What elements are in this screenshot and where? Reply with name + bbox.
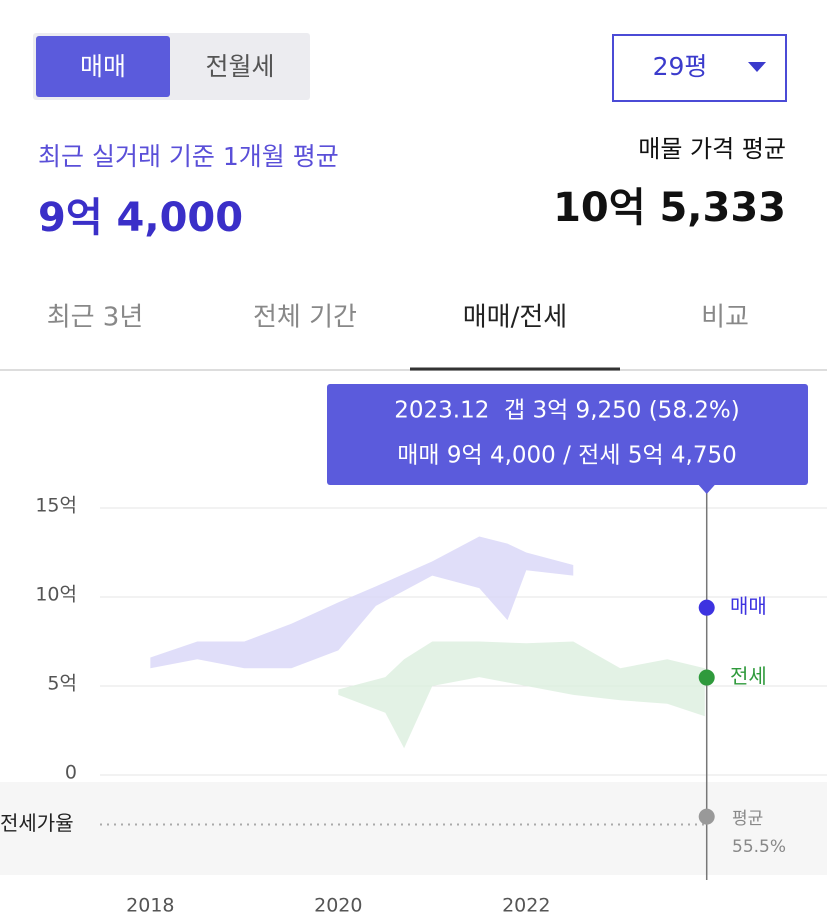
- tooltip: [327, 384, 808, 485]
- ratio-panel: [0, 782, 827, 875]
- tooltip-line: 2023.12 갭 3억 9,250 (58.2%): [394, 398, 739, 424]
- tab[interactable]: 최근 3년: [47, 303, 144, 333]
- x-tick-label: 2020: [314, 895, 362, 917]
- ratio-dot: [698, 808, 715, 825]
- range-band: [338, 641, 705, 749]
- ratio-avg-value: 55.5%: [732, 837, 786, 857]
- recent-label: 최근 실거래 기준 1개월 평균: [38, 142, 339, 171]
- x-tick-label: 2018: [126, 895, 174, 917]
- end-dot: [698, 669, 715, 686]
- y-tick-label: 0: [65, 762, 77, 784]
- tooltip-pointer: [698, 485, 715, 494]
- legend-label: 전세: [730, 664, 767, 688]
- legend-label: 매매: [730, 594, 767, 618]
- toggle-selected[interactable]: [36, 36, 170, 97]
- recent-value: 9억 4,000: [38, 195, 243, 241]
- x-tick-label: 2022: [502, 895, 550, 917]
- ratio-label: 전세가율: [0, 811, 74, 835]
- y-tick-label: 15억: [35, 495, 77, 517]
- y-tick-label: 5억: [47, 673, 77, 695]
- range-band: [150, 536, 574, 669]
- dropdown-label[interactable]: 29평: [653, 52, 708, 81]
- end-dot: [698, 599, 715, 616]
- listing-label: 매물 가격 평균: [638, 135, 786, 163]
- y-tick-label: 10억: [35, 584, 77, 606]
- tooltip-line: 매매 9억 4,000 / 전세 5억 4,750: [397, 443, 737, 469]
- toggle-option[interactable]: 매매: [80, 52, 126, 81]
- tab[interactable]: 전체 기간: [253, 303, 357, 333]
- tab[interactable]: 매매/전세: [463, 303, 567, 333]
- ratio-avg-name: 평균: [732, 809, 763, 829]
- tab[interactable]: 비교: [701, 303, 749, 333]
- dropdown-caret: [748, 62, 766, 72]
- listing-value: 10억 5,333: [553, 185, 786, 231]
- toggle-option[interactable]: 전월세: [205, 52, 274, 81]
